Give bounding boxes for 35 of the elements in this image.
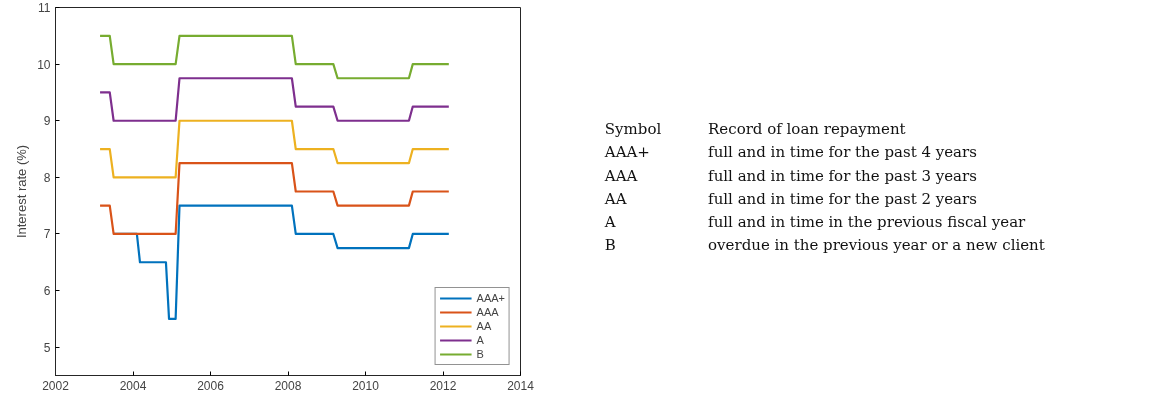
x-tick-label: 2004 — [119, 378, 147, 393]
x-tick-label: 2012 — [429, 378, 457, 393]
text: Symbol — [604, 119, 662, 138]
text: A — [603, 213, 616, 232]
legend-label: AAA — [476, 306, 499, 318]
text: full and in time for the past 3 years — [708, 166, 977, 185]
text: overdue in the previous year or a new client — [708, 236, 1045, 255]
text: AA — [603, 189, 627, 208]
y-tick-label: 6 — [43, 284, 51, 299]
text: AAA+ — [603, 143, 650, 162]
x-tick-label: 2006 — [197, 378, 225, 393]
text: Record of loan repayment — [708, 119, 906, 138]
text: full and in time for the past 4 years — [708, 143, 977, 162]
x-tick-label: 2014 — [507, 378, 535, 393]
line-series — [98, 77, 450, 122]
text: AAA — [603, 166, 638, 185]
line-series — [98, 162, 450, 236]
text: full and in time in the previous fiscal year — [708, 213, 1027, 232]
y-tick-label: 8 — [43, 170, 51, 185]
y-axis-title: Interest rate (%) — [14, 144, 30, 239]
x-tick-label: 2008 — [274, 378, 302, 393]
x-tick-label: 2002 — [42, 378, 70, 393]
y-tick-label: 7 — [43, 227, 51, 242]
legend-label: AAA+ — [476, 292, 505, 304]
legend-label: AA — [476, 320, 493, 332]
text: B — [604, 236, 616, 255]
line-series — [98, 119, 450, 179]
y-tick-label: 9 — [43, 114, 51, 129]
legend-label: A — [476, 334, 485, 346]
y-tick-label: 5 — [43, 340, 51, 355]
text: full and in time for the past 2 years — [708, 189, 977, 208]
legend-label: B — [476, 348, 485, 360]
x-tick-label: 2010 — [352, 378, 380, 393]
y-tick-label: 10 — [37, 57, 51, 72]
y-tick-label: 11 — [38, 1, 51, 15]
